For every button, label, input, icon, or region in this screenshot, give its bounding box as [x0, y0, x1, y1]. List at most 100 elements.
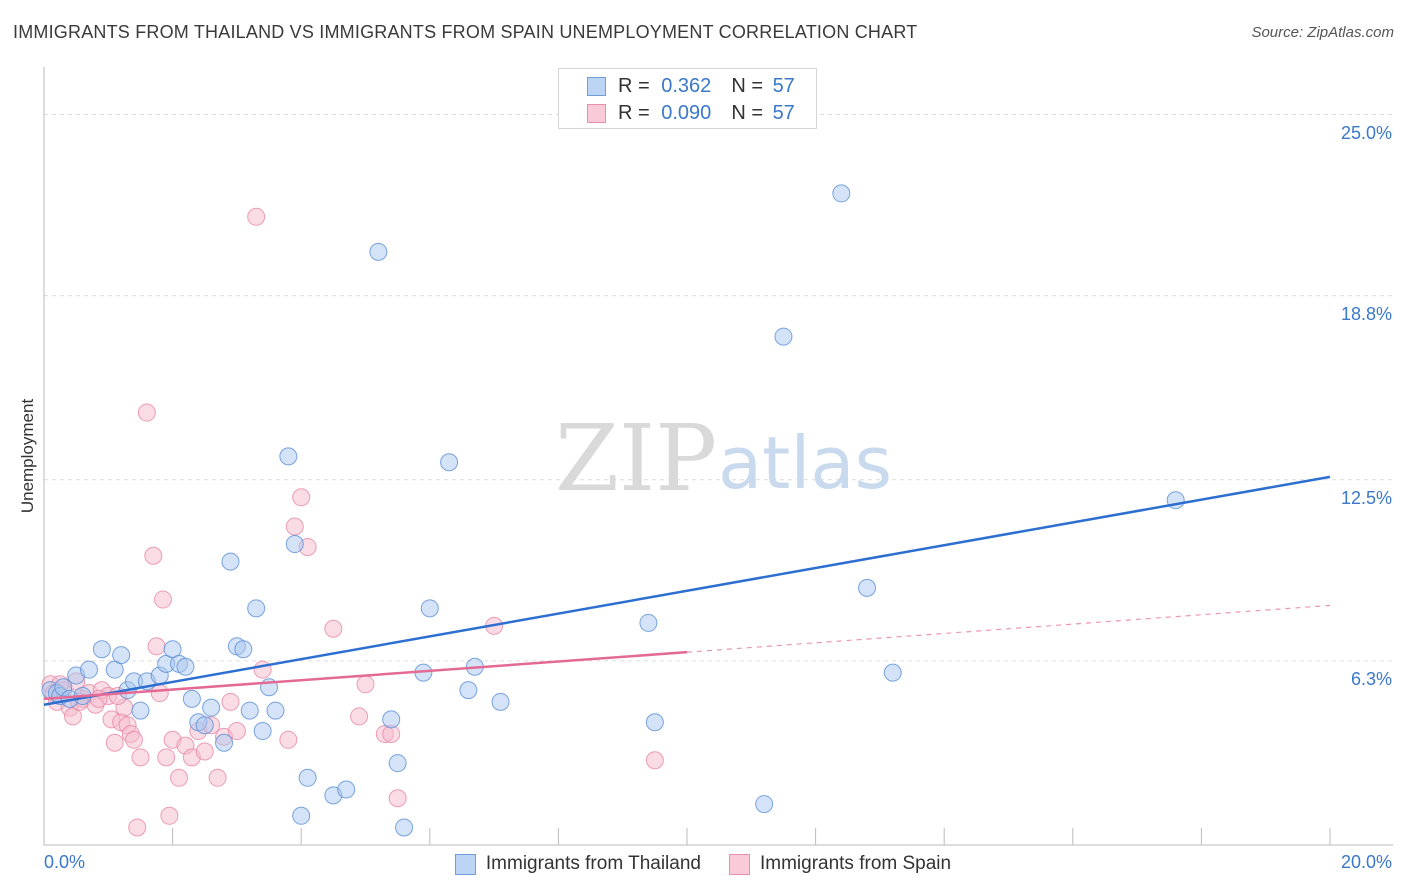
legend-item-thailand[interactable]: Immigrants from Thailand: [454, 853, 701, 875]
point-thailand: [755, 795, 774, 814]
point-thailand: [253, 722, 272, 741]
point-thailand: [420, 599, 439, 618]
point-spain: [388, 789, 407, 808]
point-thailand: [221, 552, 240, 571]
point-thailand: [298, 768, 317, 787]
point-spain: [285, 517, 304, 536]
point-thailand: [240, 701, 259, 720]
legend-label-thailand: Immigrants from Thailand: [485, 853, 701, 874]
point-spain: [208, 768, 227, 787]
legend-item-spain[interactable]: Immigrants from Spain: [728, 853, 952, 875]
point-thailand: [395, 818, 414, 837]
point-thailand: [182, 689, 201, 708]
source-label: Source: ZipAtlas.com: [1251, 24, 1394, 41]
n-label: N =: [731, 101, 763, 124]
r-value: 0.090: [661, 101, 712, 124]
point-thailand: [131, 701, 150, 720]
point-thailand: [388, 754, 407, 773]
chart-title: IMMIGRANTS FROM THAILAND VS IMMIGRANTS F…: [13, 22, 918, 42]
point-spain: [645, 751, 664, 770]
thailand-swatch: [587, 76, 606, 96]
point-thailand: [202, 698, 221, 717]
point-spain: [153, 590, 172, 609]
r-label: R =: [618, 74, 650, 97]
series-thailand-points: [41, 184, 1185, 837]
point-thailand: [176, 657, 195, 676]
point-spain: [292, 488, 311, 507]
legend-label-spain: Immigrants from Spain: [759, 853, 952, 874]
point-thailand: [774, 327, 793, 346]
trend-lines: [43, 475, 1331, 706]
point-thailand: [645, 713, 664, 732]
trend-line-spain-extrapolated: [686, 604, 1331, 653]
point-thailand: [195, 716, 214, 735]
point-spain: [324, 619, 343, 638]
trend-line-thailand: [43, 475, 1331, 706]
y-tick-label: 18.8%: [1340, 303, 1392, 324]
y-axis-label: Unemployment: [18, 398, 37, 514]
point-thailand: [266, 701, 285, 720]
point-thailand: [491, 692, 510, 711]
point-spain: [137, 403, 156, 422]
point-thailand: [858, 578, 877, 597]
point-thailand: [369, 242, 388, 261]
y-tick-label: 6.3%: [1350, 668, 1392, 689]
series-spain-points: [41, 207, 664, 837]
r-value: 0.362: [661, 74, 712, 97]
point-spain: [227, 722, 246, 741]
point-thailand: [832, 184, 851, 203]
point-spain: [247, 207, 266, 226]
grid-lines: [44, 114, 1393, 662]
point-spain: [105, 733, 124, 752]
point-spain: [279, 730, 298, 749]
point-spain: [131, 748, 150, 767]
x-tick-label-max: 20.0%: [1340, 852, 1392, 872]
point-thailand: [247, 599, 266, 618]
point-spain: [170, 768, 189, 787]
spain-swatch: [728, 853, 750, 875]
n-value: 57: [772, 74, 795, 97]
point-spain: [160, 806, 179, 825]
point-spain: [128, 818, 147, 837]
point-thailand: [80, 660, 99, 679]
point-spain: [195, 742, 214, 761]
stats-legend: R = 0.362 N = 57 R = 0.090 N = 57: [558, 68, 817, 129]
trend-line-spain: [43, 650, 688, 701]
point-spain: [221, 692, 240, 711]
stats-row-spain: R = 0.090 N = 57: [587, 100, 795, 126]
point-spain: [356, 675, 375, 694]
axes: [43, 67, 1393, 846]
n-label: N =: [731, 74, 763, 97]
y-tick-label: 25.0%: [1340, 122, 1392, 143]
watermark-zip: ZIP: [555, 405, 717, 512]
point-thailand: [112, 646, 131, 665]
point-thailand: [337, 780, 356, 799]
point-thailand: [382, 710, 401, 729]
point-thailand: [92, 640, 111, 659]
watermark: ZIP atlas: [555, 405, 892, 512]
x-tick-label-min: 0.0%: [44, 852, 86, 872]
point-spain: [147, 637, 166, 656]
thailand-swatch: [454, 853, 476, 875]
point-spain: [144, 546, 163, 565]
series-legend: Immigrants from Thailand Immigrants from…: [0, 850, 1406, 878]
watermark-atlas: atlas: [718, 421, 892, 505]
n-value: 57: [772, 101, 795, 124]
point-thailand: [285, 535, 304, 554]
point-thailand: [279, 447, 298, 466]
spain-swatch: [587, 103, 606, 123]
point-spain: [350, 707, 369, 726]
point-thailand: [883, 663, 902, 682]
stats-row-thailand: R = 0.362 N = 57: [587, 73, 795, 99]
point-thailand: [234, 640, 253, 659]
point-thailand: [639, 613, 658, 632]
point-thailand: [440, 453, 459, 472]
point-thailand: [459, 681, 478, 700]
point-thailand: [292, 806, 311, 825]
point-spain: [157, 748, 176, 767]
r-label: R =: [618, 101, 650, 124]
point-spain: [125, 730, 144, 749]
point-thailand: [215, 733, 234, 752]
y-tick-label: 12.5%: [1340, 487, 1392, 508]
